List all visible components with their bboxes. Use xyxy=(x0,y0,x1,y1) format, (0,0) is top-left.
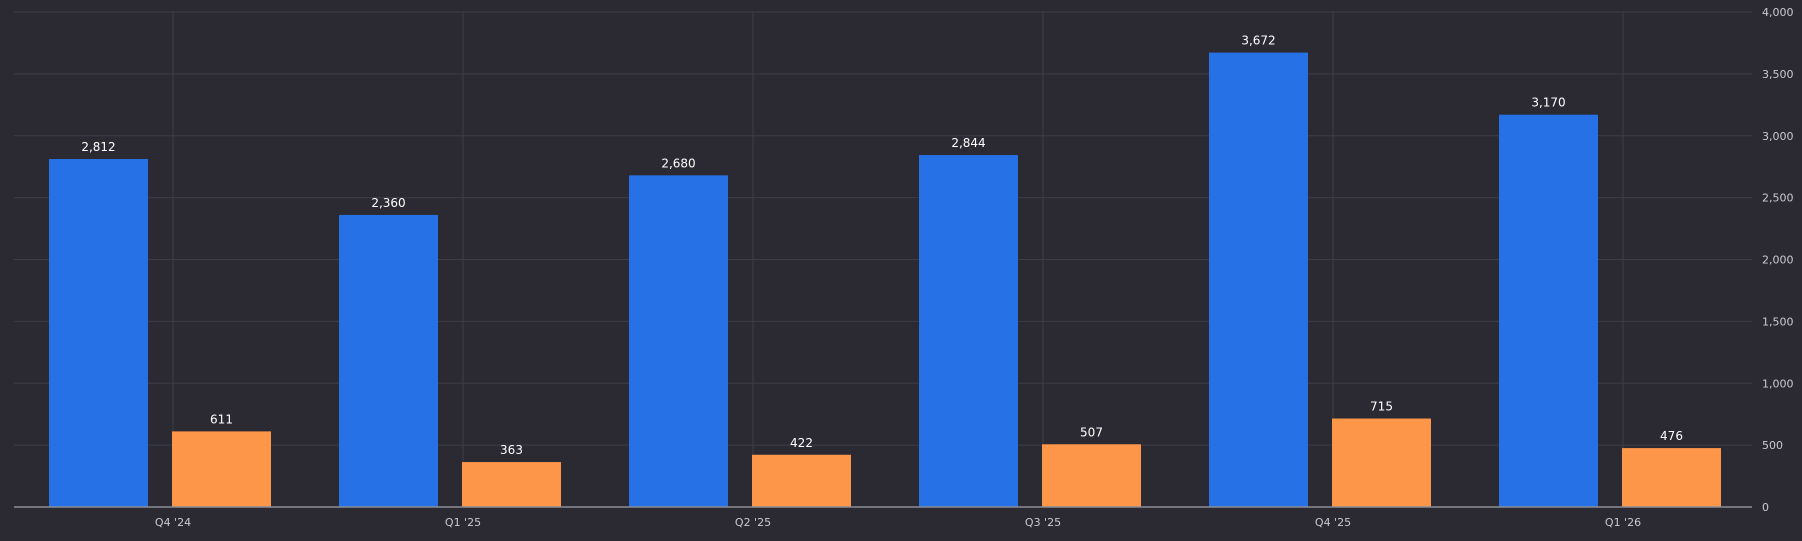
x-tick-label: Q1 '26 xyxy=(1605,516,1641,529)
bar-series-1 xyxy=(1499,114,1598,508)
bar-series-1 xyxy=(629,175,728,507)
x-tick-label: Q4 '25 xyxy=(1315,516,1351,529)
data-label: 476 xyxy=(1660,429,1683,443)
data-label: 422 xyxy=(790,436,813,450)
x-tick-label: Q3 '25 xyxy=(1025,516,1061,529)
bar-series-2 xyxy=(462,462,561,507)
data-label: 611 xyxy=(210,412,233,426)
data-label: 2,812 xyxy=(81,140,115,154)
x-tick-label: Q4 '24 xyxy=(155,516,191,529)
bar-series-1 xyxy=(919,155,1018,507)
data-label: 2,360 xyxy=(371,196,405,210)
bar-series-1 xyxy=(339,214,438,507)
bar-series-1 xyxy=(49,159,148,507)
y-tick-label: 3,000 xyxy=(1762,130,1794,143)
y-tick-label: 3,500 xyxy=(1762,68,1794,81)
y-tick-label: 4,000 xyxy=(1762,6,1794,19)
bar-series-2 xyxy=(1042,444,1141,507)
y-tick-label: 500 xyxy=(1762,439,1783,452)
x-tick-label: Q2 '25 xyxy=(735,516,771,529)
y-tick-label: 2,000 xyxy=(1762,254,1794,267)
bar-series-2 xyxy=(1332,418,1431,507)
bar-series-2 xyxy=(1622,448,1721,507)
data-label: 715 xyxy=(1370,400,1393,414)
x-tick-label: Q1 '25 xyxy=(445,516,481,529)
data-labels: 2,812 2,360 2,680 2,844 3,672 3,170 611 363 422 5… xyxy=(81,34,1683,457)
grid-lines xyxy=(14,11,1752,507)
data-label: 2,844 xyxy=(951,136,985,150)
data-label: 2,680 xyxy=(661,156,695,170)
axes: 0 500 1,000 1,500 2,000 2,500 3,000 3,500 4,000 Q… xyxy=(14,6,1794,529)
bar-series-1 xyxy=(1209,52,1308,508)
bar-series-2 xyxy=(752,454,851,507)
bars xyxy=(49,52,1721,508)
y-tick-label: 1,000 xyxy=(1762,377,1794,390)
y-tick-label: 1,500 xyxy=(1762,315,1794,328)
data-label: 3,170 xyxy=(1531,96,1565,110)
bar-series-2 xyxy=(172,431,271,507)
data-label: 363 xyxy=(500,443,523,457)
data-label: 507 xyxy=(1080,425,1103,439)
y-tick-label: 2,500 xyxy=(1762,192,1794,205)
y-tick-label: 0 xyxy=(1762,501,1769,514)
data-label: 3,672 xyxy=(1241,34,1275,48)
